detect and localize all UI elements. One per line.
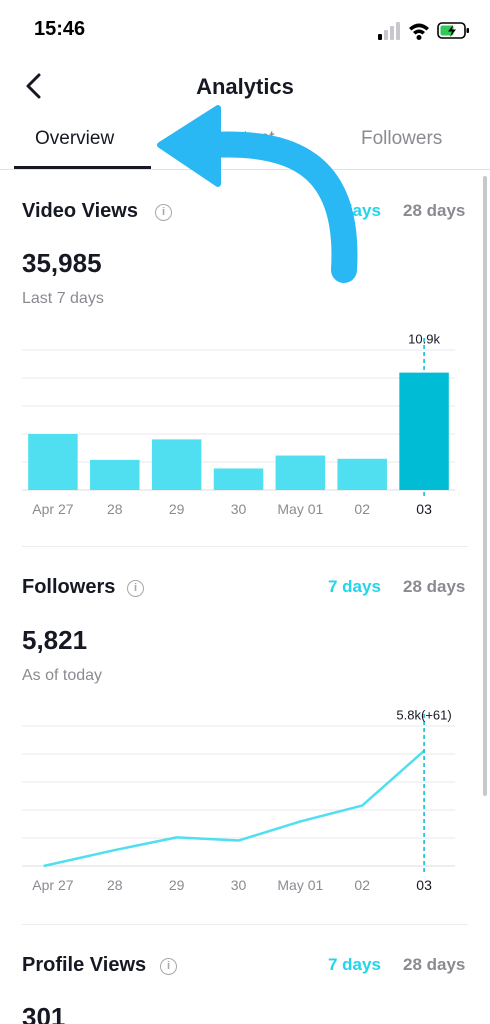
x-tick-label: May 01 bbox=[277, 501, 323, 517]
x-tick-label: Apr 27 bbox=[32, 501, 73, 517]
range-7-days[interactable]: 7 days bbox=[328, 577, 381, 596]
tab-overview[interactable]: Overview bbox=[35, 128, 115, 149]
profile-views-title: Profile Views bbox=[22, 954, 147, 976]
range-28-days[interactable]: 28 days bbox=[403, 201, 466, 220]
followers-title: Followers bbox=[22, 576, 116, 598]
followers-chart: 5.8k(+61) Apr 27 28 29 30 May 01 02 03 bbox=[0, 706, 490, 906]
section-divider bbox=[22, 924, 468, 925]
tab-bar: Overview Content Followers bbox=[0, 112, 490, 170]
profile-views-total: 301 bbox=[22, 1002, 66, 1024]
x-tick-label: 02 bbox=[354, 877, 370, 893]
tab-indicator bbox=[14, 166, 151, 169]
followers-subtitle: As of today bbox=[22, 667, 103, 684]
followers-total: 5,821 bbox=[22, 625, 88, 655]
info-icon[interactable]: i bbox=[155, 204, 172, 221]
x-tick-label: 29 bbox=[169, 501, 185, 517]
signal-icon bbox=[378, 22, 400, 40]
x-tick-label: 30 bbox=[231, 877, 247, 893]
x-tick-label: 28 bbox=[107, 877, 123, 893]
followers-section: Followers i 7 days 28 days 5,821 As of t… bbox=[0, 548, 490, 925]
video-views-section: Video Views i 7 days 28 days 35,985 Last… bbox=[0, 170, 490, 548]
back-arrow-icon[interactable] bbox=[18, 70, 50, 102]
range-7-days[interactable]: 7 days bbox=[328, 955, 381, 974]
video-views-total: 35,985 bbox=[22, 248, 102, 278]
video-views-chart: 10.9k Apr 27 28 29 30 May 01 02 03 bbox=[0, 330, 490, 530]
bar-1[interactable] bbox=[28, 434, 78, 490]
x-tick-label: 03 bbox=[416, 877, 432, 893]
info-icon[interactable]: i bbox=[127, 580, 144, 597]
tab-followers[interactable]: Followers bbox=[361, 128, 443, 149]
x-tick-label: May 01 bbox=[277, 877, 323, 893]
bar-4[interactable] bbox=[213, 468, 264, 490]
battery-icon bbox=[437, 22, 469, 39]
highlight-label: 5.8k(+61) bbox=[396, 708, 451, 723]
nav-bar: Analytics bbox=[0, 60, 490, 112]
status-bar: 15:46 bbox=[0, 0, 490, 60]
series-line bbox=[43, 749, 425, 868]
wifi-icon bbox=[409, 23, 429, 40]
range-7-days[interactable]: 7 days bbox=[328, 201, 381, 220]
profile-views-section: Profile Views i 7 days 28 days 301 bbox=[0, 924, 490, 1024]
x-tick-label: 29 bbox=[169, 877, 185, 893]
bar-3[interactable] bbox=[151, 439, 202, 490]
bar-6[interactable] bbox=[337, 458, 387, 490]
tab-content[interactable]: Content bbox=[208, 128, 275, 149]
x-tick-label: Apr 27 bbox=[32, 877, 73, 893]
highlight-label: 10.9k bbox=[408, 332, 440, 347]
x-tick-label: 02 bbox=[354, 501, 370, 517]
page-title: Analytics bbox=[196, 74, 294, 99]
section-divider bbox=[22, 546, 468, 547]
range-28-days[interactable]: 28 days bbox=[403, 955, 466, 974]
info-icon[interactable]: i bbox=[160, 958, 177, 975]
status-time: 15:46 bbox=[34, 18, 86, 40]
video-views-subtitle: Last 7 days bbox=[22, 290, 104, 307]
bar-2[interactable] bbox=[90, 459, 140, 490]
scrollbar[interactable] bbox=[483, 176, 487, 796]
x-tick-label: 30 bbox=[231, 501, 247, 517]
bar-5[interactable] bbox=[275, 455, 326, 490]
status-icons bbox=[378, 22, 469, 40]
range-28-days[interactable]: 28 days bbox=[403, 577, 466, 596]
x-tick-label: 03 bbox=[416, 501, 432, 517]
x-tick-label: 28 bbox=[107, 501, 123, 517]
video-views-title: Video Views bbox=[22, 200, 138, 222]
